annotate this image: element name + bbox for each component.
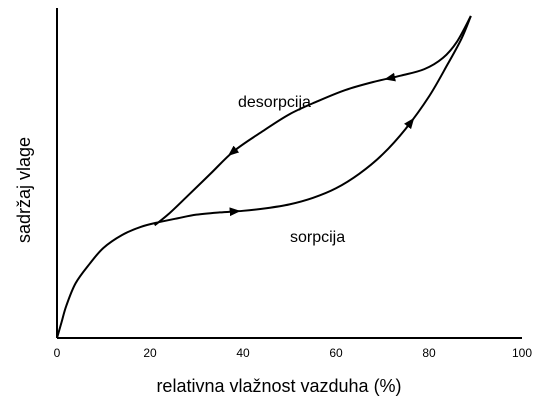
y-axis-title: sadržaj vlage xyxy=(14,137,34,243)
sorpcija-curve xyxy=(56,15,472,339)
x-tick-label-60: 60 xyxy=(329,346,343,360)
x-axis-title: relativna vlažnost vazduha (%) xyxy=(156,376,401,396)
series-layer xyxy=(56,15,472,339)
x-tick-label-80: 80 xyxy=(422,346,436,360)
desorpcija-curve xyxy=(154,15,472,227)
desorpcija-label: desorpcija xyxy=(238,94,311,111)
x-tick-label-0: 0 xyxy=(54,346,61,360)
sorpcija-label: sorpcija xyxy=(290,229,345,246)
x-tick-label-40: 40 xyxy=(236,346,250,360)
x-tick-label-20: 20 xyxy=(143,346,157,360)
x-tick-label-100: 100 xyxy=(512,346,532,360)
x-tick-labels: 0 20 40 60 80 100 xyxy=(54,346,533,360)
